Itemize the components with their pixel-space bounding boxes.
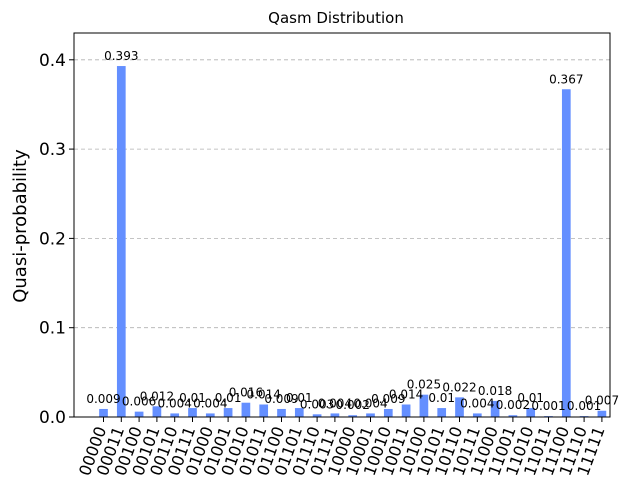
bar	[205, 413, 215, 417]
bar	[472, 413, 482, 417]
y-tick-label: 0.3	[39, 140, 66, 160]
bar-value-label: 0.01	[428, 391, 455, 405]
bar-value-label: 0.004	[193, 396, 227, 410]
bar	[312, 414, 322, 417]
bar-value-label: 0.393	[104, 49, 138, 63]
chart-title: Qasm Distribution	[268, 9, 404, 27]
value-labels: 0.0090.3930.0060.0120.0040.010.0040.010.…	[86, 49, 619, 413]
bar	[330, 413, 340, 417]
bar-value-label: 0.004	[460, 396, 494, 410]
bar	[455, 397, 464, 417]
y-tick-label: 0.2	[39, 229, 66, 249]
bar-value-label: 0.012	[140, 389, 174, 403]
bar-value-label: 0.007	[585, 394, 619, 408]
bar	[277, 408, 286, 417]
bar	[366, 413, 375, 417]
bar-value-label: 0.006	[122, 395, 156, 409]
bar-value-label: 0.014	[247, 387, 281, 401]
bar-value-label: 0.009	[371, 392, 405, 406]
y-tick-label: 0.1	[39, 319, 66, 339]
bar-value-label: 0.01	[517, 391, 544, 405]
bar	[348, 415, 358, 417]
bar	[401, 404, 411, 417]
y-tick-label: 0.4	[39, 51, 66, 71]
bar-value-label: 0.01	[215, 391, 242, 405]
bar-value-label: 0.01	[179, 391, 206, 405]
bars	[99, 66, 607, 417]
bar	[259, 404, 269, 417]
bar	[152, 406, 162, 417]
bar	[134, 411, 144, 417]
plot-frame	[73, 32, 611, 418]
bar	[170, 413, 180, 417]
bar	[419, 394, 429, 417]
bar-value-label: 0.002	[496, 398, 530, 412]
grid-lines	[74, 59, 610, 329]
bar-value-label: 0.004	[158, 396, 192, 410]
bar	[116, 66, 126, 417]
bar	[383, 408, 393, 417]
bar-value-label: 0.009	[86, 392, 120, 406]
bar-value-label: 0.004	[353, 396, 387, 410]
bar	[561, 89, 571, 417]
y-axis-label: Quasi-probability	[10, 149, 31, 303]
y-tick-label: 0.0	[39, 408, 66, 428]
bar-value-label: 0.004	[318, 396, 352, 410]
bar-value-label: 0.001	[567, 399, 601, 413]
bar-value-label: 0.002	[336, 398, 370, 412]
bar-value-label: 0.018	[478, 384, 512, 398]
bar	[223, 408, 233, 417]
y-axis-ticks: 0.0 0.1 0.2 0.3 0.4	[39, 51, 74, 428]
bar-value-label: 0.01	[286, 391, 313, 405]
bar-value-label: 0.016	[229, 386, 263, 400]
bar-value-label: 0.001	[531, 399, 565, 413]
bar	[508, 415, 518, 417]
bar-value-label: 0.009	[264, 392, 298, 406]
bar	[526, 408, 536, 417]
bar	[294, 408, 304, 417]
x-axis-ticks: 0000000011001000010100110001110100001001…	[75, 417, 609, 478]
bar-value-label: 0.025	[407, 378, 441, 392]
bar	[490, 400, 500, 417]
bar	[99, 408, 108, 417]
bar-value-label: 0.367	[549, 72, 583, 86]
bar	[597, 410, 607, 417]
bar	[188, 408, 197, 417]
bar-value-label: 0.014	[389, 387, 423, 401]
bar-value-label: 0.022	[442, 380, 476, 394]
bar	[241, 402, 251, 417]
bar	[437, 408, 447, 417]
bar-value-label: 0.003	[300, 397, 334, 411]
